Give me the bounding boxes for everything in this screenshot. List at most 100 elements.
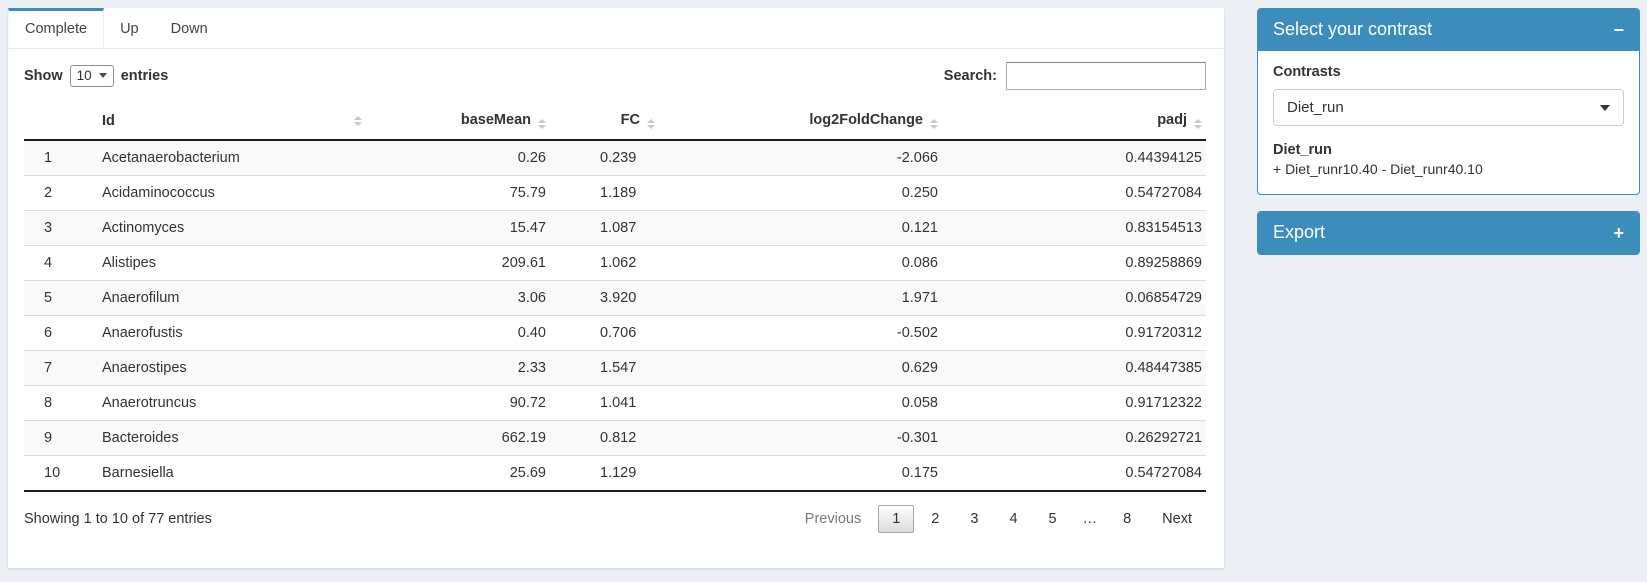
- basemean-cell: 0.40: [374, 315, 554, 351]
- column-header-log2foldchange[interactable]: log2FoldChange: [669, 103, 954, 141]
- pagination-ellipsis: …: [1082, 511, 1098, 527]
- fc-cell: 1.087: [554, 210, 669, 246]
- padj-cell: 0.48447385: [954, 350, 1206, 386]
- id-cell: Barnesiella: [94, 455, 374, 492]
- contrast-panel-title: Select your contrast: [1273, 19, 1433, 39]
- page-length-select[interactable]: 10: [69, 65, 114, 87]
- contrast-select[interactable]: Diet_run: [1273, 89, 1624, 126]
- tab-complete[interactable]: Complete: [8, 8, 105, 48]
- tab-down[interactable]: Down: [170, 21, 208, 37]
- contrast-panel-header[interactable]: Select your contrast −: [1258, 9, 1639, 51]
- id-cell: Bacteroides: [94, 420, 374, 456]
- column-header-basemean[interactable]: baseMean: [374, 103, 554, 141]
- length-suffix-label: entries: [120, 68, 169, 84]
- dropdown-caret-icon: [98, 73, 107, 78]
- pagination-previous-button[interactable]: Previous: [804, 511, 862, 527]
- table-footer: Showing 1 to 10 of 77 entries Previous 1 2…: [8, 492, 1224, 551]
- row-index-cell: 6: [24, 315, 94, 351]
- column-header-label: baseMean: [460, 112, 531, 128]
- contrast-selected-value: Diet_run: [1287, 99, 1344, 116]
- pagination-8-button[interactable]: 8: [1123, 511, 1132, 527]
- padj-cell: 0.44394125: [1125, 150, 1202, 166]
- table-row[interactable]: 2 Acidaminococcus 75.79 1.189 0.250 0.5472708…: [24, 175, 1206, 211]
- log2foldchange-cell: -2.066: [896, 150, 938, 166]
- results-table: Id baseMean FC log2FoldChange padj 1 Acetanae…: [24, 103, 1206, 492]
- pagination-next-button[interactable]: Next: [1162, 511, 1192, 527]
- id-cell: Anaerotruncus: [94, 385, 374, 421]
- tab-up[interactable]: Up: [120, 21, 139, 37]
- row-index-cell: 2: [24, 175, 94, 211]
- table-row[interactable]: 6 Anaerofustis 0.40 0.706 -0.502 0.91720312: [24, 315, 1206, 351]
- sort-icon: [538, 119, 546, 129]
- basemean-cell: 662.19: [374, 420, 554, 456]
- column-header-fc[interactable]: FC: [554, 103, 669, 141]
- chevron-down-icon: [1600, 104, 1610, 111]
- log2foldchange-cell: 0.086: [669, 245, 954, 281]
- table-row[interactable]: 4 Alistipes 209.61 1.062 0.086 0.89258869: [24, 245, 1206, 281]
- table-row[interactable]: 9 Bacteroides 662.19 0.812 -0.301 0.26292721: [24, 420, 1206, 456]
- page-length-control: Show 10 entries: [24, 65, 168, 87]
- fc-cell: 0.706: [554, 315, 669, 351]
- id-cell: Acidaminococcus: [94, 175, 374, 211]
- column-header-label: Id: [102, 112, 115, 129]
- log2foldchange-cell: 0.121: [669, 210, 954, 246]
- log2foldchange-cell: 0.250: [669, 175, 954, 211]
- id-cell: Acetanaerobacterium: [102, 150, 240, 166]
- search-control: Search:: [944, 62, 1206, 90]
- log2foldchange-cell: -0.301: [669, 420, 954, 456]
- table-row[interactable]: 8 Anaerotruncus 90.72 1.041 0.058 0.91712322: [24, 385, 1206, 421]
- pagination-2-button[interactable]: 2: [931, 511, 940, 527]
- fc-cell: 1.189: [554, 175, 669, 211]
- basemean-cell: 0.26: [517, 150, 546, 166]
- collapse-minus-icon[interactable]: −: [1613, 19, 1624, 40]
- fc-cell: 1.041: [554, 385, 669, 421]
- pagination-3-button[interactable]: 3: [970, 511, 979, 527]
- sort-icon: [930, 119, 938, 129]
- contrast-panel-body: Contrasts Diet_run Diet_run + Diet_runr1…: [1258, 51, 1639, 194]
- table-info: Showing 1 to 10 of 77 entries: [24, 511, 212, 527]
- table-row[interactable]: 10 Barnesiella 25.69 1.129 0.175 0.54727084: [24, 455, 1206, 492]
- row-index-cell: 5: [24, 280, 94, 316]
- expand-plus-icon[interactable]: +: [1613, 222, 1624, 243]
- fc-cell: 1.062: [554, 245, 669, 281]
- id-cell: Anaerostipes: [94, 350, 374, 386]
- table-row[interactable]: 7 Anaerostipes 2.33 1.547 0.629 0.48447385: [24, 350, 1206, 386]
- column-header-row-index: [24, 103, 94, 141]
- sort-icon: [1194, 119, 1202, 129]
- export-panel-header[interactable]: Export +: [1258, 212, 1639, 254]
- basemean-cell: 90.72: [374, 385, 554, 421]
- table-header-row: Id baseMean FC log2FoldChange padj: [24, 103, 1206, 141]
- pagination-5-button[interactable]: 5: [1048, 511, 1057, 527]
- padj-cell: 0.91720312: [954, 315, 1206, 351]
- log2foldchange-cell: 1.971: [669, 280, 954, 316]
- fc-cell: 1.129: [554, 455, 669, 492]
- sort-icon: [354, 116, 362, 126]
- id-cell: Anaerofilum: [94, 280, 374, 316]
- padj-cell: 0.89258869: [954, 245, 1206, 281]
- log2foldchange-cell: -0.502: [669, 315, 954, 351]
- column-header-id[interactable]: Id: [94, 103, 374, 141]
- id-cell: Alistipes: [94, 245, 374, 281]
- row-index-cell: 3: [24, 210, 94, 246]
- search-input[interactable]: [1006, 62, 1206, 90]
- table-row[interactable]: 5 Anaerofilum 3.06 3.920 1.971 0.06854729: [24, 280, 1206, 316]
- table-row[interactable]: 3 Actinomyces 15.47 1.087 0.121 0.83154513: [24, 210, 1206, 246]
- padj-cell: 0.06854729: [954, 280, 1206, 316]
- basemean-cell: 15.47: [374, 210, 554, 246]
- table-controls: Show 10 entries Search:: [8, 49, 1224, 101]
- basemean-cell: 75.79: [374, 175, 554, 211]
- id-cell: Anaerofustis: [94, 315, 374, 351]
- basemean-cell: 25.69: [374, 455, 554, 492]
- padj-cell: 0.26292721: [954, 420, 1206, 456]
- column-header-padj[interactable]: padj: [954, 103, 1206, 141]
- fc-cell: 0.239: [600, 150, 637, 166]
- pagination-4-button[interactable]: 4: [1009, 511, 1018, 527]
- page-length-value: 10: [76, 68, 92, 83]
- log2foldchange-cell: 0.058: [669, 385, 954, 421]
- padj-cell: 0.91712322: [954, 385, 1206, 421]
- padj-cell: 0.54727084: [954, 455, 1206, 492]
- table-row[interactable]: 1 Acetanaerobacterium 0.26 0.239 -2.066 0.443…: [24, 140, 1206, 176]
- row-index-cell: 7: [24, 350, 94, 386]
- search-label: Search:: [943, 68, 997, 84]
- pagination-1-button[interactable]: 1: [878, 505, 915, 533]
